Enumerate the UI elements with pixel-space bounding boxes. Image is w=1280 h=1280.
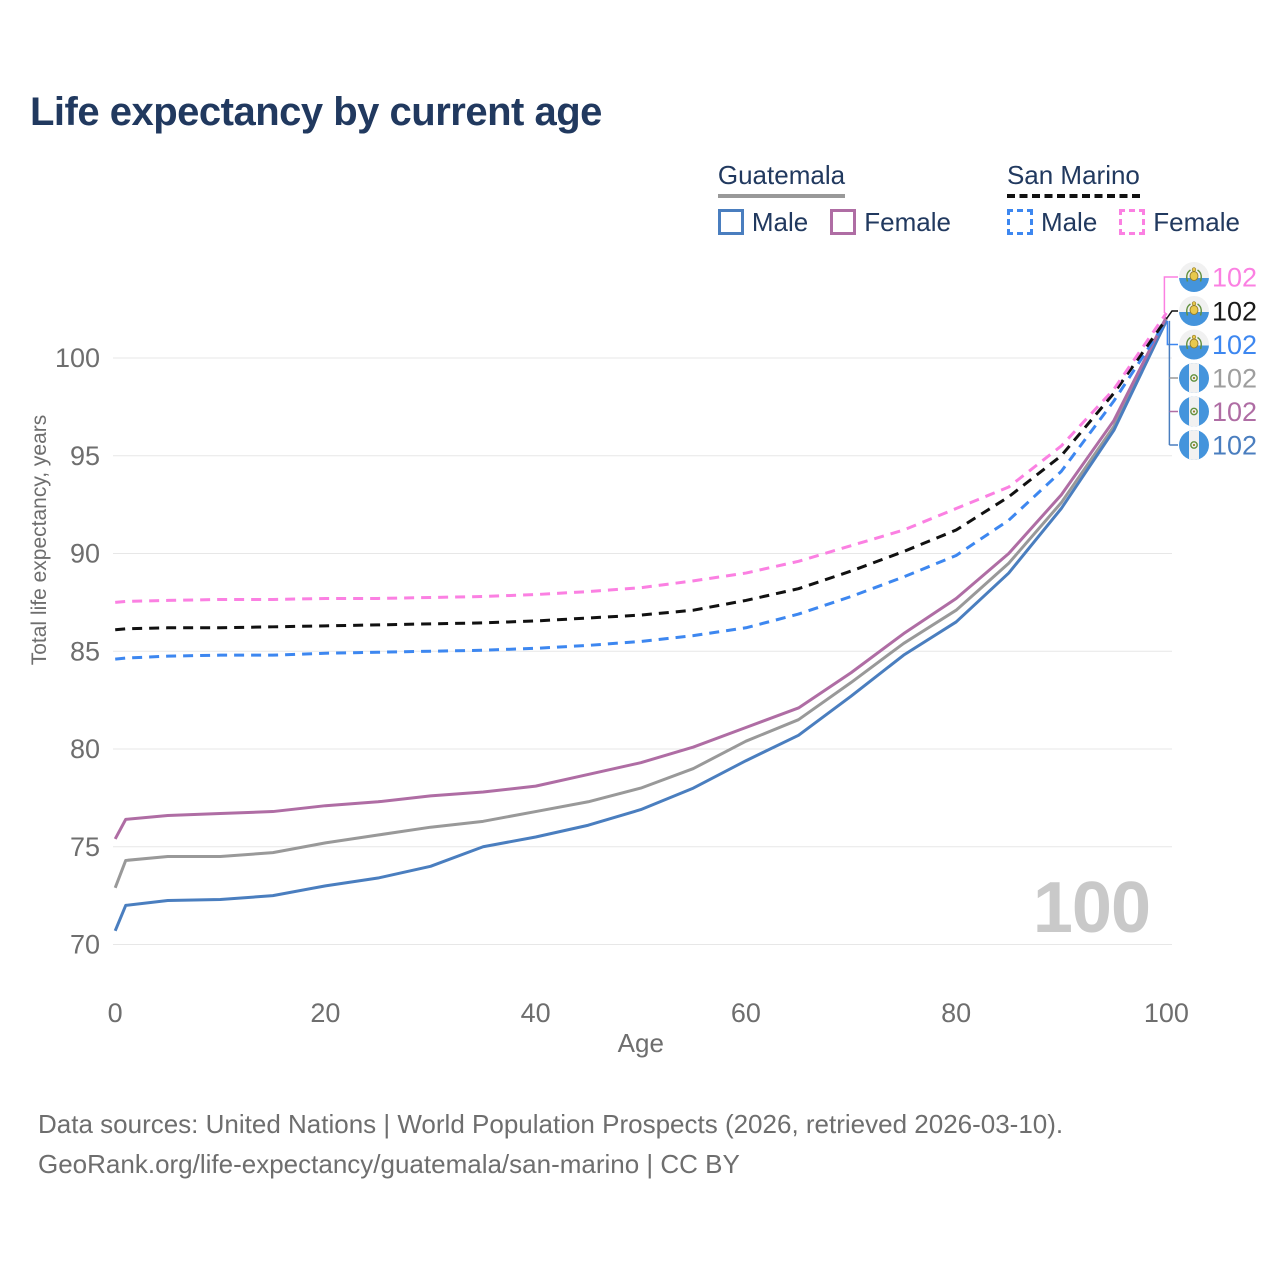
connector-san-marino-female	[1163, 276, 1178, 314]
end-value-label-guatemala-male: 102	[1212, 431, 1257, 461]
x-tick-label-100: 100	[1144, 998, 1189, 1028]
legend-item-guatemala-male[interactable]: Male	[717, 206, 809, 238]
footer-data-sources: Data sources: United Nations | World Pop…	[38, 1109, 1064, 1139]
footer: Data sources: United Nations | World Pop…	[38, 1104, 1063, 1184]
legend-group-guatemala: Guatemala Male Female	[717, 160, 951, 238]
y-tick-label-85: 85	[70, 636, 100, 666]
san-marino-flag-icon	[1179, 296, 1209, 326]
y-tick-label-90: 90	[70, 539, 100, 569]
end-value-label-guatemala-female: 102	[1212, 397, 1257, 427]
y-tick-label-70: 70	[70, 930, 100, 960]
guatemala-flag-icon	[1179, 430, 1209, 460]
x-tick-label-40: 40	[521, 998, 551, 1028]
page-title: Life expectancy by current age	[30, 90, 602, 134]
legend-country-san-marino[interactable]: San Marino	[1006, 160, 1140, 198]
series-line-san-marino-female	[115, 312, 1168, 604]
connector-san-marino-male	[1166, 320, 1178, 346]
legend-label-san-marino-male: Male	[1040, 206, 1098, 237]
legend-group-san-marino: San Marino Male Female	[1006, 160, 1240, 238]
y-tick-label-95: 95	[70, 441, 100, 471]
series-line-san-marino-total	[115, 318, 1168, 632]
x-tick-label-60: 60	[731, 998, 761, 1028]
legend-label-guatemala-male: Male	[751, 206, 809, 237]
san-marino-female-swatch-icon	[1119, 209, 1146, 236]
series-line-guatemala-male	[113, 320, 1168, 932]
x-tick-label-80: 80	[941, 998, 971, 1028]
legend-items-guatemala: Male Female	[717, 206, 951, 238]
guatemala-flag-icon	[1179, 396, 1209, 427]
x-axis-title: Age	[618, 1028, 664, 1058]
san-marino-flag-icon	[1179, 262, 1209, 292]
legend-label-san-marino-female: Female	[1153, 206, 1240, 237]
series-line-san-marino-male	[115, 320, 1168, 661]
end-value-label-san-marino-male: 102	[1212, 330, 1257, 360]
end-value-label-san-marino-total: 102	[1212, 297, 1257, 327]
guatemala-female-swatch-icon	[830, 209, 857, 236]
guatemala-flag-icon	[1179, 363, 1209, 393]
series-line-guatemala-female	[113, 316, 1168, 840]
legend-item-san-marino-female[interactable]: Female	[1119, 207, 1240, 238]
connector-san-marino-total	[1165, 310, 1178, 320]
y-tick-label-75: 75	[70, 832, 100, 862]
series-line-guatemala-total	[113, 318, 1168, 889]
legend: Guatemala Male Female San Marino Male Fe…	[717, 160, 1240, 238]
san-marino-male-swatch-icon	[1006, 209, 1033, 236]
y-tick-label-100: 100	[55, 343, 100, 373]
footer-attribution: GeoRank.org/life-expectancy/guatemala/sa…	[38, 1149, 740, 1179]
end-value-label-san-marino-female: 102	[1212, 263, 1257, 293]
guatemala-male-swatch-icon	[717, 209, 744, 236]
y-axis-title: Total life expectancy, years	[28, 415, 51, 666]
x-tick-label-0: 0	[108, 998, 123, 1028]
legend-item-guatemala-female[interactable]: Female	[830, 207, 951, 238]
x-tick-label-20: 20	[310, 998, 340, 1028]
y-tick-label-80: 80	[70, 734, 100, 764]
legend-item-san-marino-male[interactable]: Male	[1006, 206, 1098, 238]
legend-country-guatemala[interactable]: Guatemala	[717, 160, 846, 198]
age-counter-watermark: 100	[1032, 868, 1151, 948]
legend-label-guatemala-female: Female	[864, 206, 951, 237]
legend-items-san-marino: Male Female	[1006, 206, 1240, 238]
san-marino-flag-icon	[1179, 329, 1209, 360]
end-value-label-guatemala-total: 102	[1212, 364, 1257, 394]
